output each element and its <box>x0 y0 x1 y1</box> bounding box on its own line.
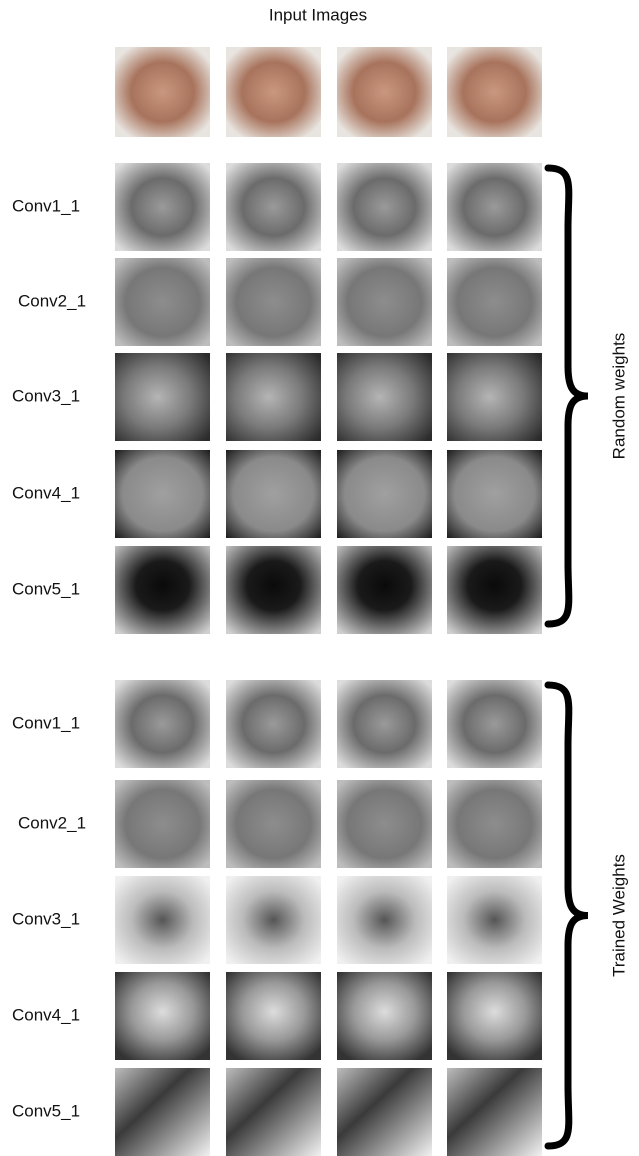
feature-map <box>447 450 542 538</box>
row-label: Conv2_1 <box>18 813 86 832</box>
feature-map <box>226 163 321 251</box>
feature-map <box>115 876 210 964</box>
brace <box>544 164 589 628</box>
input-image <box>447 47 542 137</box>
feature-map <box>337 258 432 346</box>
feature-map <box>447 876 542 964</box>
feature-map <box>115 258 210 346</box>
feature-map <box>447 546 542 634</box>
feature-map <box>115 546 210 634</box>
feature-map <box>447 680 542 768</box>
feature-map <box>226 876 321 964</box>
feature-map <box>337 353 432 441</box>
row-label: Conv5_1 <box>12 579 80 598</box>
feature-map <box>337 450 432 538</box>
feature-map <box>115 163 210 251</box>
feature-map <box>447 972 542 1060</box>
row-label: Conv3_1 <box>12 909 80 928</box>
feature-map <box>226 546 321 634</box>
feature-map <box>447 1068 542 1156</box>
feature-map <box>337 680 432 768</box>
input-image <box>337 47 432 137</box>
feature-map <box>337 780 432 868</box>
group-label: Trained Weights <box>609 854 628 977</box>
feature-map <box>115 1068 210 1156</box>
feature-map <box>226 1068 321 1156</box>
row-label: Conv3_1 <box>12 386 80 405</box>
feature-map <box>115 780 210 868</box>
row-label: Conv4_1 <box>12 483 80 502</box>
input-image <box>115 47 210 137</box>
feature-map <box>447 258 542 346</box>
input-image <box>226 47 321 137</box>
row-label: Conv5_1 <box>12 1101 80 1120</box>
feature-map <box>226 780 321 868</box>
feature-map <box>337 1068 432 1156</box>
feature-map <box>337 163 432 251</box>
feature-map <box>115 353 210 441</box>
feature-map <box>447 780 542 868</box>
feature-map <box>337 546 432 634</box>
feature-map <box>115 972 210 1060</box>
feature-map <box>337 972 432 1060</box>
feature-map <box>447 353 542 441</box>
feature-map <box>226 258 321 346</box>
feature-map <box>226 972 321 1060</box>
row-label: Conv1_1 <box>12 713 80 732</box>
feature-map <box>447 163 542 251</box>
feature-map <box>226 450 321 538</box>
group-label: Random weights <box>609 333 628 460</box>
feature-map <box>226 680 321 768</box>
brace <box>544 681 589 1150</box>
row-label: Conv2_1 <box>18 291 86 310</box>
feature-map <box>337 876 432 964</box>
title: Input Images <box>269 5 367 24</box>
row-label: Conv1_1 <box>12 196 80 215</box>
feature-map <box>115 680 210 768</box>
feature-map <box>226 353 321 441</box>
row-label: Conv4_1 <box>12 1005 80 1024</box>
feature-map <box>115 450 210 538</box>
